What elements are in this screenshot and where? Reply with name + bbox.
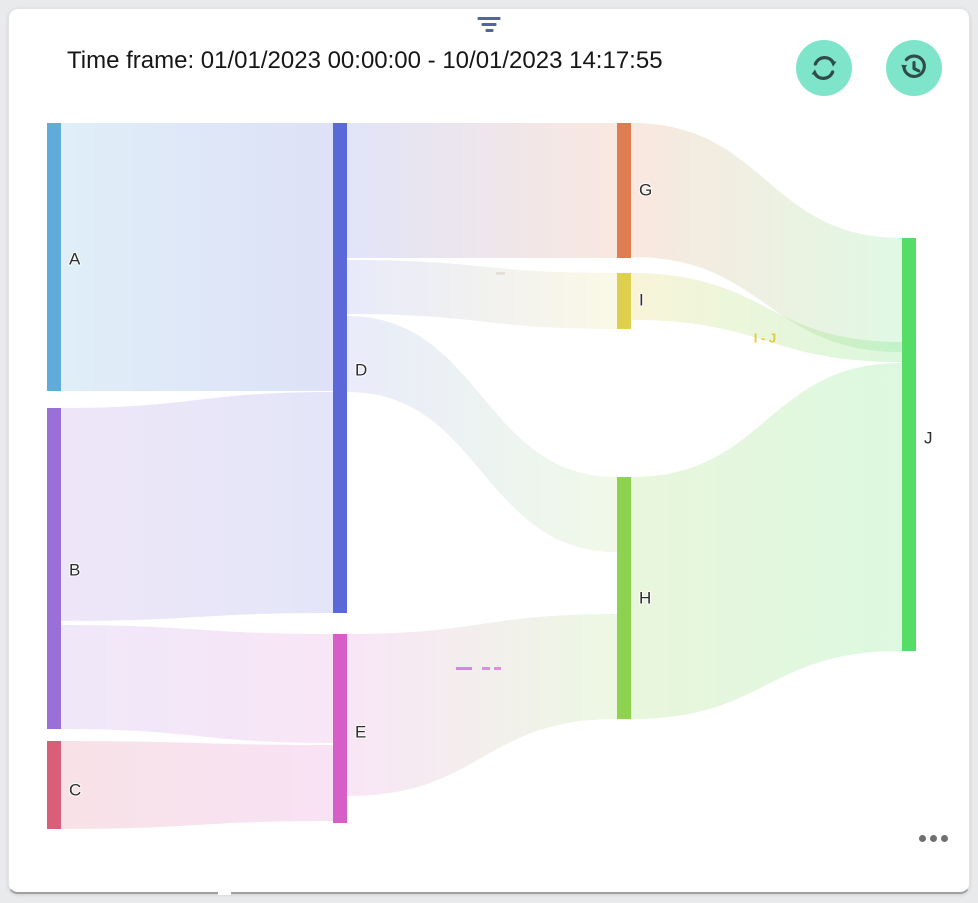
- ellipsis-icon: [940, 834, 948, 842]
- sankey-node-I[interactable]: [617, 273, 631, 329]
- dashboard-card: Time frame: 01/01/2023 00:00:00 - 10/01/…: [8, 8, 971, 895]
- node-label-A: A: [69, 249, 81, 268]
- link-label-remnant: [482, 667, 490, 670]
- filter-bar: [477, 17, 501, 20]
- sankey-link-D-I[interactable]: [347, 260, 617, 329]
- time-frame-title: Time frame: 01/01/2023 00:00:00 - 10/01/…: [67, 47, 663, 74]
- sync-icon: [811, 56, 837, 80]
- filter-bar: [485, 29, 493, 32]
- node-label-J: J: [924, 428, 933, 447]
- ellipsis-icon: [918, 834, 926, 842]
- node-label-G: G: [639, 180, 652, 199]
- history-clock-icon: [901, 54, 926, 78]
- sankey-node-A[interactable]: [47, 123, 61, 391]
- ellipsis-icon: [929, 834, 937, 842]
- filter-bar: [481, 23, 497, 26]
- refresh-button[interactable]: [796, 40, 852, 96]
- node-label-B: B: [69, 560, 80, 579]
- node-label-I: I: [639, 290, 644, 309]
- sankey-diagram: I - J A B C D E G I H J: [9, 9, 971, 895]
- sankey-node-C[interactable]: [47, 741, 61, 829]
- sankey-node-B[interactable]: [47, 408, 61, 729]
- history-button[interactable]: [886, 40, 942, 96]
- node-label-E: E: [355, 722, 366, 741]
- sankey-link-B-D[interactable]: [61, 392, 333, 621]
- sankey-link-H-J[interactable]: [631, 363, 902, 719]
- sankey-node-D[interactable]: [333, 123, 347, 613]
- link-label-remnant: [456, 667, 472, 670]
- link-label-I-J: I - J: [754, 330, 776, 345]
- sankey-link-G-J[interactable]: [631, 123, 902, 352]
- sankey-link-B-E[interactable]: [61, 625, 333, 743]
- sankey-link-I-J[interactable]: [631, 273, 902, 362]
- node-label-D: D: [355, 360, 367, 379]
- sankey-link-D-G[interactable]: [347, 123, 617, 258]
- filter-icon[interactable]: [474, 15, 505, 34]
- link-label-remnant: [494, 667, 501, 670]
- more-options-button[interactable]: [907, 825, 959, 851]
- sankey-link-D-H[interactable]: [347, 316, 617, 552]
- node-label-C: C: [69, 780, 81, 799]
- link-label-remnant: [496, 272, 505, 275]
- sankey-svg: I - J A B C D E G I H J: [47, 123, 934, 829]
- sankey-node-E[interactable]: [333, 634, 347, 823]
- node-label-H: H: [639, 588, 651, 607]
- sankey-link-E-H[interactable]: [347, 614, 617, 796]
- sankey-node-J[interactable]: [902, 238, 916, 651]
- sankey-link-C-E[interactable]: [61, 741, 333, 829]
- sankey-link-A-D[interactable]: [61, 123, 333, 391]
- sankey-node-H[interactable]: [617, 477, 631, 719]
- border-notch: [218, 890, 231, 895]
- sankey-node-G[interactable]: [617, 123, 631, 258]
